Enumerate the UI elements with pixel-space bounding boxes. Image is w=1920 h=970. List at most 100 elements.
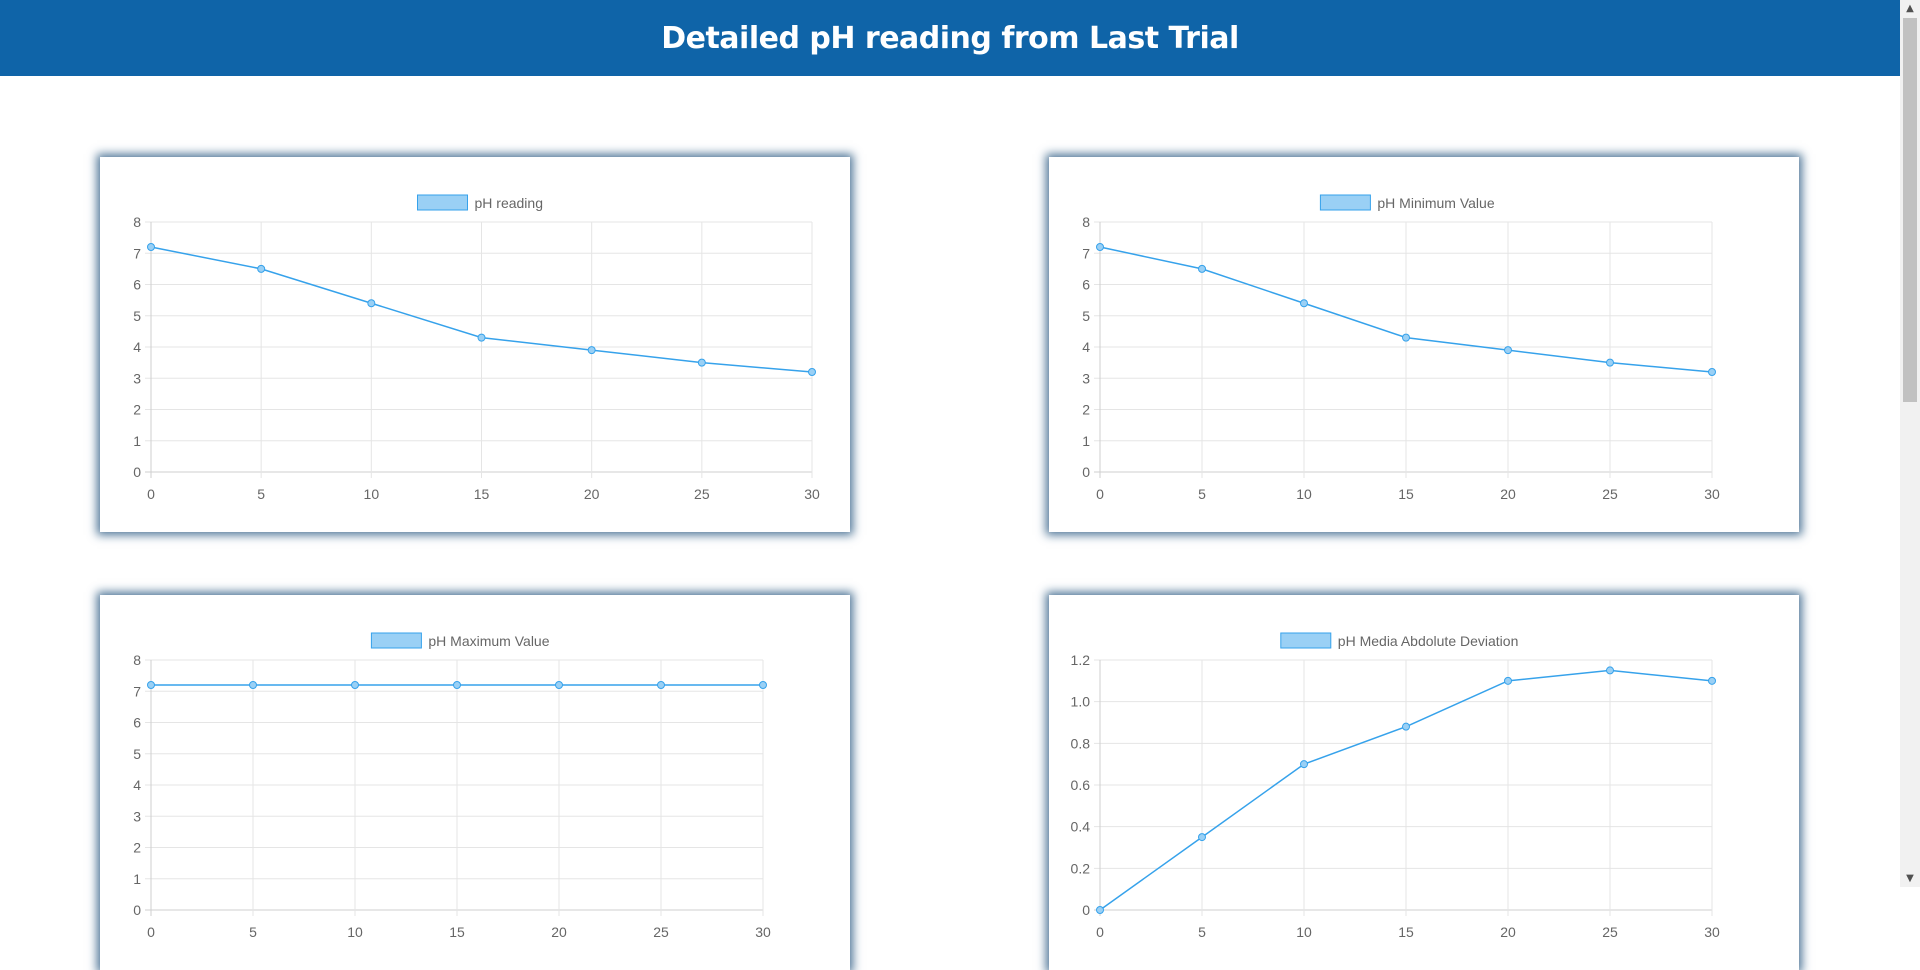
x-tick-label: 25 [694, 486, 710, 502]
x-tick-label: 20 [551, 924, 567, 940]
data-point [477, 333, 486, 342]
y-tick-label: 0 [133, 464, 141, 480]
data-point [1300, 760, 1308, 769]
data-point [1402, 722, 1410, 731]
y-tick-label: 1.0 [1071, 694, 1091, 710]
data-point [147, 681, 155, 689]
data-point [1504, 676, 1512, 685]
y-tick-label: 3 [133, 370, 141, 386]
data-point [1708, 368, 1716, 376]
y-tick-label: 7 [133, 683, 141, 699]
x-tick-label: 30 [755, 924, 771, 940]
chart-card-ph-maximum: 0 1 2 3 4 5 6 7 8 0 5 10 15 20 25 30 pH Maximum Value [100, 595, 850, 970]
y-tick-label: 6 [133, 277, 141, 293]
chart-ph-minimum: 0 1 2 3 4 5 6 7 8 0 5 10 15 20 25 30 pH Minimum Value [1082, 194, 1720, 502]
data-point [657, 681, 665, 689]
y-tick-label: 3 [1082, 370, 1090, 386]
legend-swatch [1280, 632, 1332, 649]
y-tick-label: 1 [133, 433, 141, 449]
x-tick-label: 20 [1500, 924, 1516, 940]
vertical-scrollbar[interactable]: ▲ ▼ [1900, 0, 1920, 887]
x-tick-label: 0 [147, 486, 155, 502]
x-tick-label: 25 [1602, 924, 1618, 940]
data-point [697, 358, 706, 367]
x-tick-label: 5 [257, 486, 265, 502]
y-tick-label: 8 [133, 652, 141, 668]
y-tick-label: 2 [133, 840, 141, 856]
chart-card-ph-reading: 0 1 2 3 4 5 6 7 8 0 5 10 15 20 25 30 pH reading [100, 157, 850, 532]
data-point [351, 681, 359, 689]
data-point [1198, 264, 1206, 273]
x-tick-label: 30 [1704, 924, 1720, 940]
y-tick-label: 8 [133, 214, 141, 230]
x-tick-label: 25 [1602, 486, 1618, 502]
data-point [367, 299, 376, 308]
y-tick-label: 0.4 [1071, 819, 1091, 835]
x-tick-label: 5 [249, 924, 257, 940]
x-tick-label: 0 [1096, 924, 1104, 940]
legend-label: pH Media Abdolute Deviation [1338, 633, 1519, 649]
y-tick-label: 4 [133, 339, 141, 355]
x-tick-label: 15 [1398, 486, 1414, 502]
y-tick-label: 7 [1082, 245, 1090, 261]
y-tick-label: 0.8 [1071, 735, 1091, 751]
y-tick-label: 6 [1082, 277, 1090, 293]
x-tick-label: 25 [653, 924, 669, 940]
legend-label: pH Maximum Value [428, 633, 549, 649]
x-tick-label: 30 [1704, 486, 1720, 502]
data-point [1504, 346, 1512, 355]
y-tick-label: 3 [133, 808, 141, 824]
data-point [249, 681, 257, 689]
x-tick-label: 15 [474, 486, 490, 502]
scroll-down-icon[interactable]: ▼ [1906, 873, 1914, 884]
legend-swatch [417, 194, 468, 211]
data-point [1402, 333, 1410, 342]
data-point [555, 681, 563, 689]
legend-label: pH reading [475, 195, 544, 211]
legend-swatch [370, 632, 422, 649]
y-tick-label: 4 [1082, 339, 1090, 355]
y-tick-label: 0 [133, 902, 141, 918]
data-point [147, 243, 155, 251]
y-tick-label: 0 [1082, 902, 1090, 918]
x-tick-label: 0 [147, 924, 155, 940]
data-point [1096, 906, 1104, 914]
y-tick-label: 5 [1082, 308, 1090, 324]
y-tick-label: 5 [133, 746, 141, 762]
x-tick-label: 5 [1198, 924, 1206, 940]
data-point [1606, 666, 1614, 675]
legend-label: pH Minimum Value [1377, 195, 1494, 211]
y-tick-label: 2 [133, 402, 141, 418]
x-tick-label: 15 [1398, 924, 1414, 940]
data-point [808, 368, 816, 376]
legend-swatch [1319, 194, 1371, 211]
data-point [1300, 299, 1308, 308]
x-tick-label: 5 [1198, 486, 1206, 502]
x-tick-label: 30 [804, 486, 820, 502]
scrollbar-thumb[interactable] [1903, 18, 1917, 402]
y-tick-label: 5 [133, 308, 141, 324]
x-tick-label: 10 [1296, 486, 1312, 502]
x-tick-label: 20 [1500, 486, 1516, 502]
chart-ph-mad: 0 0.2 0.4 0.6 0.8 1.0 1.2 0 5 10 15 20 25 30 pH Media … [1071, 632, 1720, 940]
x-tick-label: 20 [584, 486, 600, 502]
page-header: Detailed pH reading from Last Trial [0, 0, 1900, 76]
data-point [1606, 358, 1614, 367]
y-tick-label: 8 [1082, 214, 1090, 230]
y-tick-label: 1.2 [1071, 652, 1091, 668]
x-tick-label: 10 [1296, 924, 1312, 940]
data-point [1708, 676, 1716, 685]
x-tick-label: 0 [1096, 486, 1104, 502]
scroll-up-icon[interactable]: ▲ [1906, 3, 1914, 14]
data-point [453, 681, 461, 689]
y-tick-label: 6 [133, 715, 141, 731]
y-tick-label: 7 [133, 245, 141, 261]
y-tick-label: 1 [1082, 433, 1090, 449]
y-tick-label: 4 [133, 777, 141, 793]
y-tick-label: 0 [1082, 464, 1090, 480]
data-point [587, 346, 596, 355]
data-point [759, 681, 767, 689]
y-tick-label: 0.6 [1071, 777, 1091, 793]
data-point [1096, 243, 1104, 251]
chart-card-ph-mad: 0 0.2 0.4 0.6 0.8 1.0 1.2 0 5 10 15 20 25 30 pH Media … [1049, 595, 1799, 970]
